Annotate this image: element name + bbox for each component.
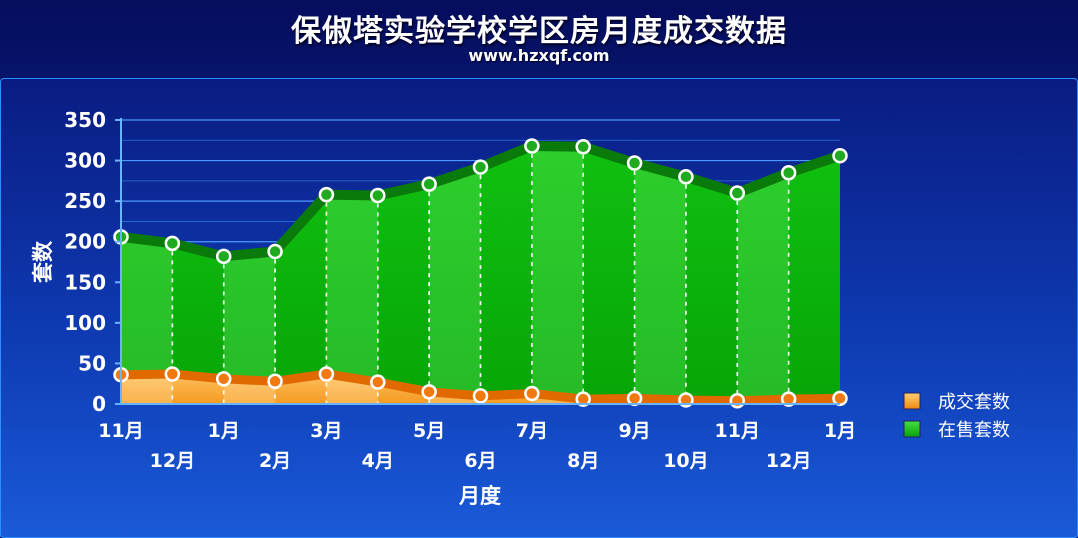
legend-swatch bbox=[903, 392, 921, 410]
y-tick-label: 250 bbox=[64, 189, 106, 213]
area-band bbox=[634, 163, 686, 404]
legend-swatch bbox=[903, 420, 921, 438]
point-成交套数 bbox=[318, 366, 335, 382]
area-band bbox=[326, 194, 378, 404]
y-axis-title: 套数 bbox=[31, 240, 55, 283]
point-在售套数 bbox=[678, 169, 694, 185]
area-band bbox=[121, 236, 173, 404]
point-在售套数 bbox=[832, 147, 848, 164]
point-在售套数 bbox=[729, 185, 746, 201]
point-成交套数 bbox=[832, 390, 848, 407]
x-tick-label: 11月 bbox=[715, 420, 760, 442]
data-points bbox=[113, 138, 848, 409]
point-成交套数 bbox=[267, 373, 283, 390]
x-tick-label: 8月 bbox=[567, 450, 599, 472]
x-axis-title: 月度 bbox=[458, 484, 501, 508]
point-在售套数 bbox=[164, 235, 181, 252]
x-tick-label: 2月 bbox=[259, 450, 291, 472]
point-成交套数 bbox=[729, 393, 746, 409]
point-在售套数 bbox=[626, 155, 643, 171]
x-tick-label: 9月 bbox=[618, 420, 650, 442]
x-tick-label: 11月 bbox=[98, 420, 143, 442]
x-tick-label: 3月 bbox=[310, 420, 342, 442]
x-tick-label: 12月 bbox=[766, 450, 811, 472]
point-成交套数 bbox=[626, 390, 643, 407]
x-tick-label: 1月 bbox=[824, 420, 856, 442]
point-在售套数 bbox=[421, 176, 437, 192]
area-band bbox=[429, 167, 481, 404]
point-成交套数 bbox=[370, 374, 386, 390]
x-tick-label: 7月 bbox=[516, 420, 548, 442]
y-tick-label: 0 bbox=[92, 392, 106, 416]
chart-title: 保俶塔实验学校学区房月度成交数据 bbox=[291, 14, 787, 49]
point-成交套数 bbox=[524, 385, 540, 402]
point-在售套数 bbox=[524, 138, 540, 154]
point-成交套数 bbox=[215, 371, 232, 387]
y-tick-label: 50 bbox=[78, 351, 106, 375]
y-tick-label: 350 bbox=[64, 108, 106, 132]
point-成交套数 bbox=[421, 384, 437, 400]
y-tick-label: 100 bbox=[64, 311, 106, 335]
chart-header: 保俶塔实验学校学区房月度成交数据 www.hzxqf.com bbox=[0, 0, 1078, 78]
y-tick-label: 200 bbox=[64, 230, 106, 254]
point-在售套数 bbox=[780, 164, 797, 181]
chart-subtitle: www.hzxqf.com bbox=[468, 46, 610, 65]
x-tick-label: 10月 bbox=[663, 450, 708, 472]
x-tick-label: 12月 bbox=[150, 450, 195, 472]
point-在售套数 bbox=[575, 139, 591, 155]
point-在售套数 bbox=[472, 159, 489, 175]
x-tick-label: 6月 bbox=[464, 450, 496, 472]
point-在售套数 bbox=[215, 248, 232, 265]
axes: 0 50 100 150 200 250 300 350 11月 12月 1月 2月 3月 4月 5月 6月 7… bbox=[31, 108, 856, 508]
point-在售套数 bbox=[267, 243, 283, 260]
point-成交套数 bbox=[575, 391, 591, 407]
point-在售套数 bbox=[370, 187, 386, 204]
point-成交套数 bbox=[780, 391, 797, 407]
area-band bbox=[737, 172, 789, 404]
x-tick-label: 5月 bbox=[413, 420, 445, 442]
area-band bbox=[121, 373, 173, 404]
legend-label: 成交套数 bbox=[938, 392, 1010, 413]
y-tick-label: 300 bbox=[64, 149, 106, 173]
x-tick-label: 4月 bbox=[362, 450, 394, 472]
x-tick-label: 1月 bbox=[208, 420, 240, 442]
point-成交套数 bbox=[164, 366, 181, 382]
legend-label: 在售套数 bbox=[938, 420, 1010, 441]
y-tick-label: 150 bbox=[64, 270, 106, 294]
area-band bbox=[223, 251, 276, 404]
area-band bbox=[531, 145, 584, 405]
point-在售套数 bbox=[318, 186, 335, 203]
point-成交套数 bbox=[472, 388, 489, 404]
